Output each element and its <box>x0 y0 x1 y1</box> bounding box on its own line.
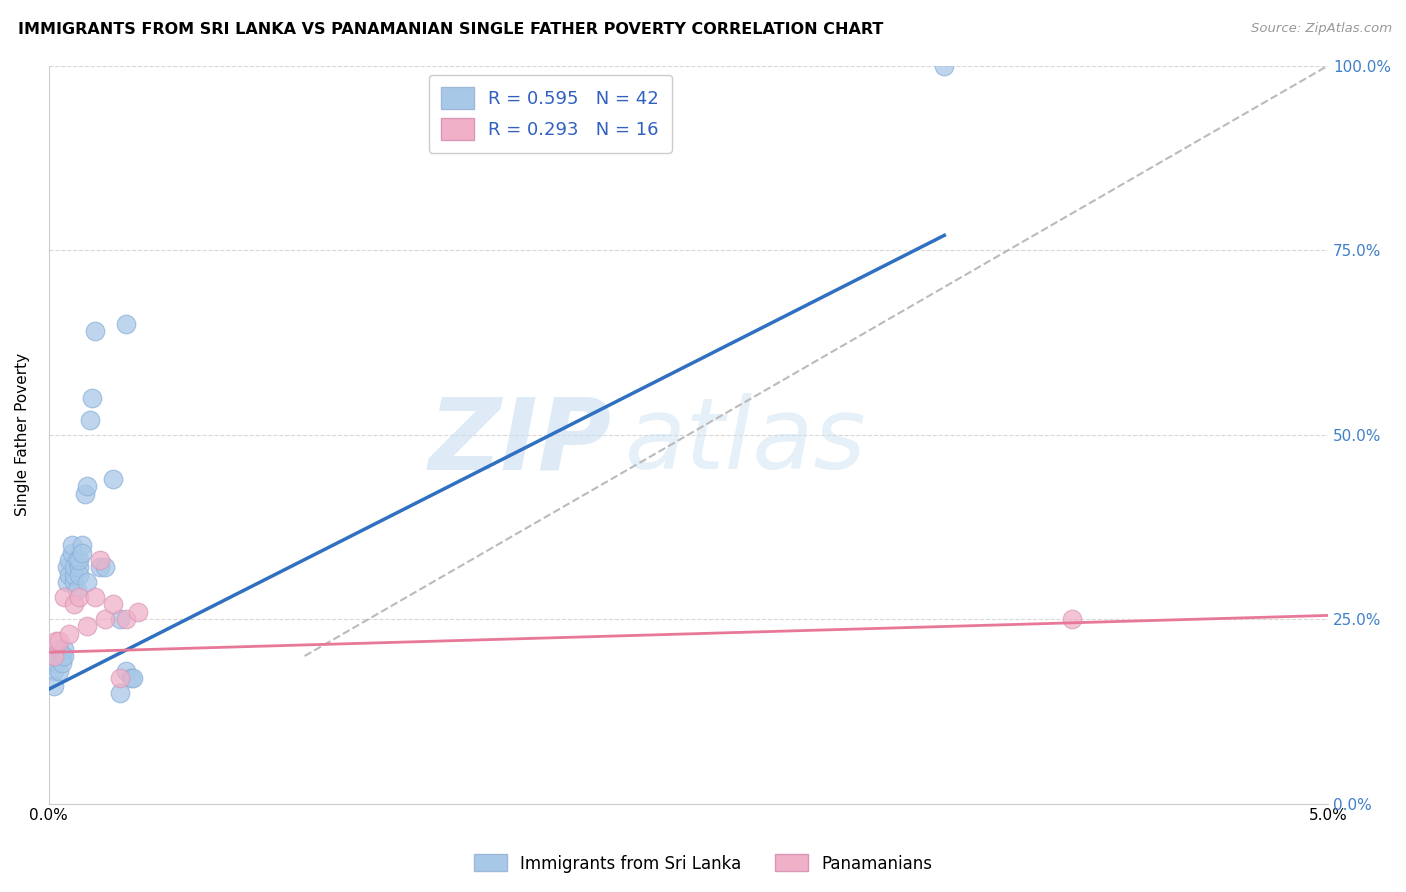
Text: atlas: atlas <box>624 393 866 491</box>
Point <box>127 605 149 619</box>
Text: Source: ZipAtlas.com: Source: ZipAtlas.com <box>1251 22 1392 36</box>
Point <box>55 575 77 590</box>
Point <box>89 560 111 574</box>
Point <box>63 598 86 612</box>
Point <box>60 538 83 552</box>
Point <box>48 634 70 648</box>
Point <box>66 582 89 597</box>
Point <box>114 317 136 331</box>
Point <box>79 413 101 427</box>
Point <box>83 590 105 604</box>
Point <box>63 560 86 574</box>
Point <box>58 567 80 582</box>
Point <box>1062 612 1084 626</box>
Point <box>110 671 132 685</box>
Point <box>94 612 117 626</box>
Point <box>934 59 956 73</box>
Point <box>58 553 80 567</box>
Point <box>53 648 76 663</box>
Point <box>45 648 67 663</box>
Legend: R = 0.595   N = 42, R = 0.293   N = 16: R = 0.595 N = 42, R = 0.293 N = 16 <box>429 75 672 153</box>
Legend: Immigrants from Sri Lanka, Panamanians: Immigrants from Sri Lanka, Panamanians <box>467 847 939 880</box>
Point <box>53 590 76 604</box>
Point <box>53 641 76 656</box>
Point <box>69 553 91 567</box>
Point <box>42 679 65 693</box>
Point <box>114 612 136 626</box>
Point <box>76 575 98 590</box>
Point <box>70 538 93 552</box>
Point <box>63 567 86 582</box>
Text: IMMIGRANTS FROM SRI LANKA VS PANAMANIAN SINGLE FATHER POVERTY CORRELATION CHART: IMMIGRANTS FROM SRI LANKA VS PANAMANIAN … <box>18 22 883 37</box>
Point <box>69 567 91 582</box>
Point <box>101 598 124 612</box>
Point <box>66 553 89 567</box>
Point <box>60 546 83 560</box>
Point <box>45 634 67 648</box>
Point <box>82 391 104 405</box>
Text: ZIP: ZIP <box>429 393 612 491</box>
Point <box>83 324 105 338</box>
Point <box>114 664 136 678</box>
Point <box>73 486 96 500</box>
Point <box>120 671 142 685</box>
Point <box>63 575 86 590</box>
Point <box>76 479 98 493</box>
Point <box>101 472 124 486</box>
Point <box>70 546 93 560</box>
Point <box>48 641 70 656</box>
Point <box>51 648 73 663</box>
Point <box>51 657 73 671</box>
Point <box>58 627 80 641</box>
Point <box>76 619 98 633</box>
Point <box>122 671 145 685</box>
Point <box>69 560 91 574</box>
Point <box>48 664 70 678</box>
Point <box>110 686 132 700</box>
Point <box>69 590 91 604</box>
Point <box>110 612 132 626</box>
Point <box>42 648 65 663</box>
Point <box>42 664 65 678</box>
Point <box>89 553 111 567</box>
Point <box>94 560 117 574</box>
Y-axis label: Single Father Poverty: Single Father Poverty <box>15 353 30 516</box>
Point <box>45 657 67 671</box>
Point <box>55 560 77 574</box>
